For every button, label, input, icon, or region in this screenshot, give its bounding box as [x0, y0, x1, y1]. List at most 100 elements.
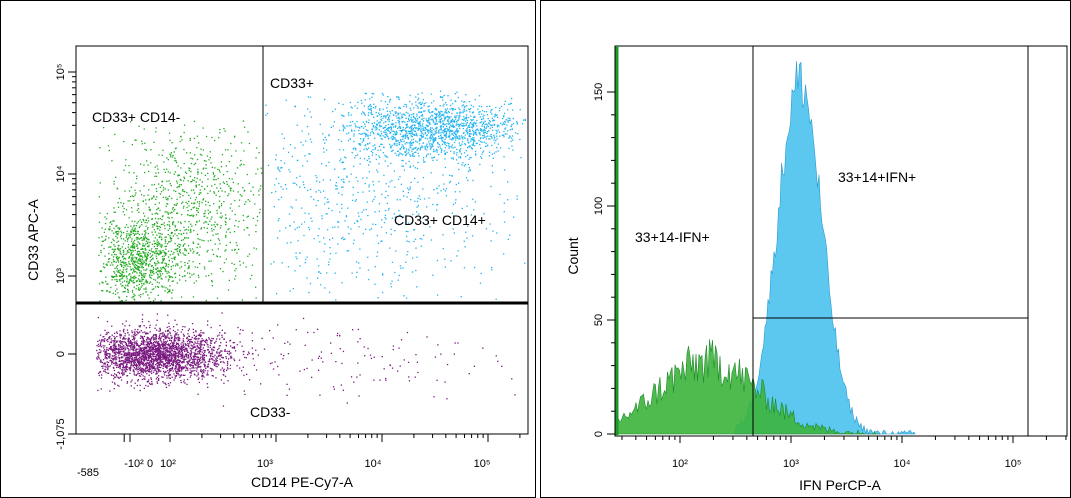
dot-cd33-cd14-pos — [464, 105, 466, 107]
dot-cd33-neg — [124, 365, 126, 368]
dot-cd33-cd14-neg — [174, 276, 177, 279]
dot-cd33-neg — [110, 360, 113, 362]
dot-cd33-cd14-pos — [367, 137, 369, 140]
dot-cd33-neg — [175, 337, 177, 339]
dot-cd33-cd14-neg — [134, 299, 136, 301]
dot-cd33-cd14-pos — [470, 104, 472, 106]
dot-cd33-cd14-neg — [187, 252, 190, 254]
dot-cd33-cd14-pos — [489, 223, 491, 225]
dot-cd33-cd14-neg — [151, 197, 153, 199]
dot-cd33-cd14-neg — [212, 173, 215, 175]
dot-cd33-cd14-neg — [232, 181, 234, 184]
dot-cd33-cd14-neg — [170, 232, 173, 235]
dot-cd33-neg — [174, 334, 176, 336]
dot-cd33-neg — [122, 364, 124, 366]
dot-cd33-cd14-pos — [471, 119, 473, 121]
dot-cd33-neg — [118, 354, 120, 356]
dot-cd33-cd14-pos — [408, 120, 410, 122]
dot-cd33-cd14-neg — [170, 211, 173, 214]
dot-cd33-cd14-neg — [168, 275, 170, 277]
dot-cd33-cd14-pos — [424, 147, 427, 149]
dot-cd33-neg — [162, 332, 164, 334]
dot-cd33-cd14-neg — [197, 238, 199, 240]
dot-cd33-cd14-pos — [401, 165, 403, 167]
dot-cd33-cd14-neg — [195, 196, 198, 199]
dot-cd33-cd14-pos — [416, 134, 418, 136]
dot-cd33-cd14-neg — [211, 224, 213, 226]
dot-cd33-neg — [139, 346, 141, 349]
dot-cd33-neg — [133, 345, 136, 347]
dot-cd33-cd14-pos — [493, 134, 495, 136]
dot-cd33-neg — [162, 352, 164, 355]
dot-cd33-neg — [190, 371, 192, 374]
dot-cd33-cd14-neg — [138, 238, 140, 240]
dot-cd33-cd14-pos — [465, 114, 468, 116]
dot-cd33-cd14-pos — [440, 118, 443, 120]
dot-cd33-cd14-pos — [446, 115, 449, 117]
dot-cd33-neg — [104, 370, 106, 373]
dot-cd33-cd14-neg — [151, 254, 154, 256]
dot-cd33-cd14-pos — [444, 108, 447, 110]
dot-cd33-cd14-pos — [372, 184, 375, 186]
dot-cd33-cd14-neg — [161, 273, 164, 275]
dot-cd33-cd14-pos — [519, 108, 521, 111]
dot-cd33-cd14-neg — [115, 275, 117, 277]
dot-cd33-neg — [209, 344, 211, 347]
dot-cd33-neg — [180, 331, 182, 333]
dot-cd33-neg — [187, 329, 189, 332]
dot-cd33-cd14-neg — [128, 262, 130, 265]
dot-cd33-cd14-pos — [291, 155, 293, 158]
dot-cd33-neg — [180, 350, 183, 353]
dot-cd33-cd14-pos — [393, 170, 395, 172]
dot-cd33-cd14-pos — [361, 102, 363, 104]
dot-cd33-cd14-pos — [449, 132, 451, 134]
dot-cd33-cd14-neg — [149, 281, 152, 283]
dot-cd33-cd14-pos — [431, 118, 433, 121]
dot-cd33-neg — [104, 329, 106, 332]
dot-cd33-cd14-pos — [484, 123, 486, 125]
dot-cd33-neg — [136, 344, 138, 346]
dot-cd33-cd14-pos — [383, 127, 385, 129]
dot-cd33-cd14-neg — [177, 174, 179, 176]
dot-cd33-cd14-pos — [380, 133, 383, 135]
dot-cd33-cd14-pos — [395, 130, 397, 132]
dot-cd33-cd14-pos — [451, 130, 453, 132]
dot-cd33-cd14-pos — [479, 131, 481, 134]
dot-cd33-cd14-neg — [119, 272, 121, 275]
dot-cd33-neg — [134, 355, 137, 357]
dot-cd33-cd14-neg — [131, 277, 133, 279]
dot-cd33-cd14-neg — [221, 153, 224, 156]
dot-cd33-cd14-neg — [173, 189, 175, 192]
dot-cd33-cd14-pos — [426, 138, 428, 140]
dot-cd33-cd14-pos — [492, 171, 494, 174]
dot-cd33-cd14-pos — [438, 132, 440, 134]
dot-cd33-cd14-pos — [367, 106, 370, 108]
dot-cd33-neg — [130, 360, 132, 362]
dot-cd33-neg — [184, 348, 186, 350]
dot-cd33-cd14-pos — [491, 126, 493, 128]
dot-cd33-cd14-pos — [449, 182, 451, 184]
dot-cd33-cd14-pos — [379, 114, 381, 116]
dot-cd33-neg — [191, 323, 194, 325]
dot-cd33-cd14-neg — [133, 234, 135, 237]
dot-cd33-cd14-pos — [428, 118, 430, 120]
dot-cd33-cd14-pos — [461, 143, 463, 145]
dot-cd33-cd14-pos — [397, 279, 399, 281]
dot-cd33-cd14-neg — [255, 173, 257, 175]
dot-cd33-cd14-pos — [380, 240, 382, 242]
dot-cd33-neg — [133, 360, 135, 362]
dot-cd33-cd14-neg — [151, 184, 153, 186]
dot-cd33-neg — [142, 347, 144, 349]
dot-cd33-cd14-neg — [174, 208, 176, 211]
dot-cd33-cd14-pos — [393, 138, 395, 140]
dot-cd33-neg — [98, 374, 100, 377]
dot-cd33-cd14-neg — [225, 231, 228, 233]
dot-cd33-cd14-pos — [433, 138, 436, 141]
dot-cd33-cd14-neg — [134, 256, 136, 258]
dot-cd33-cd14-pos — [389, 126, 391, 128]
dot-cd33-neg — [121, 360, 123, 362]
dot-cd33-neg — [178, 336, 180, 338]
dot-cd33-cd14-pos — [413, 229, 415, 231]
dot-cd33-cd14-pos — [342, 125, 344, 128]
dot-cd33-cd14-pos — [347, 226, 349, 228]
